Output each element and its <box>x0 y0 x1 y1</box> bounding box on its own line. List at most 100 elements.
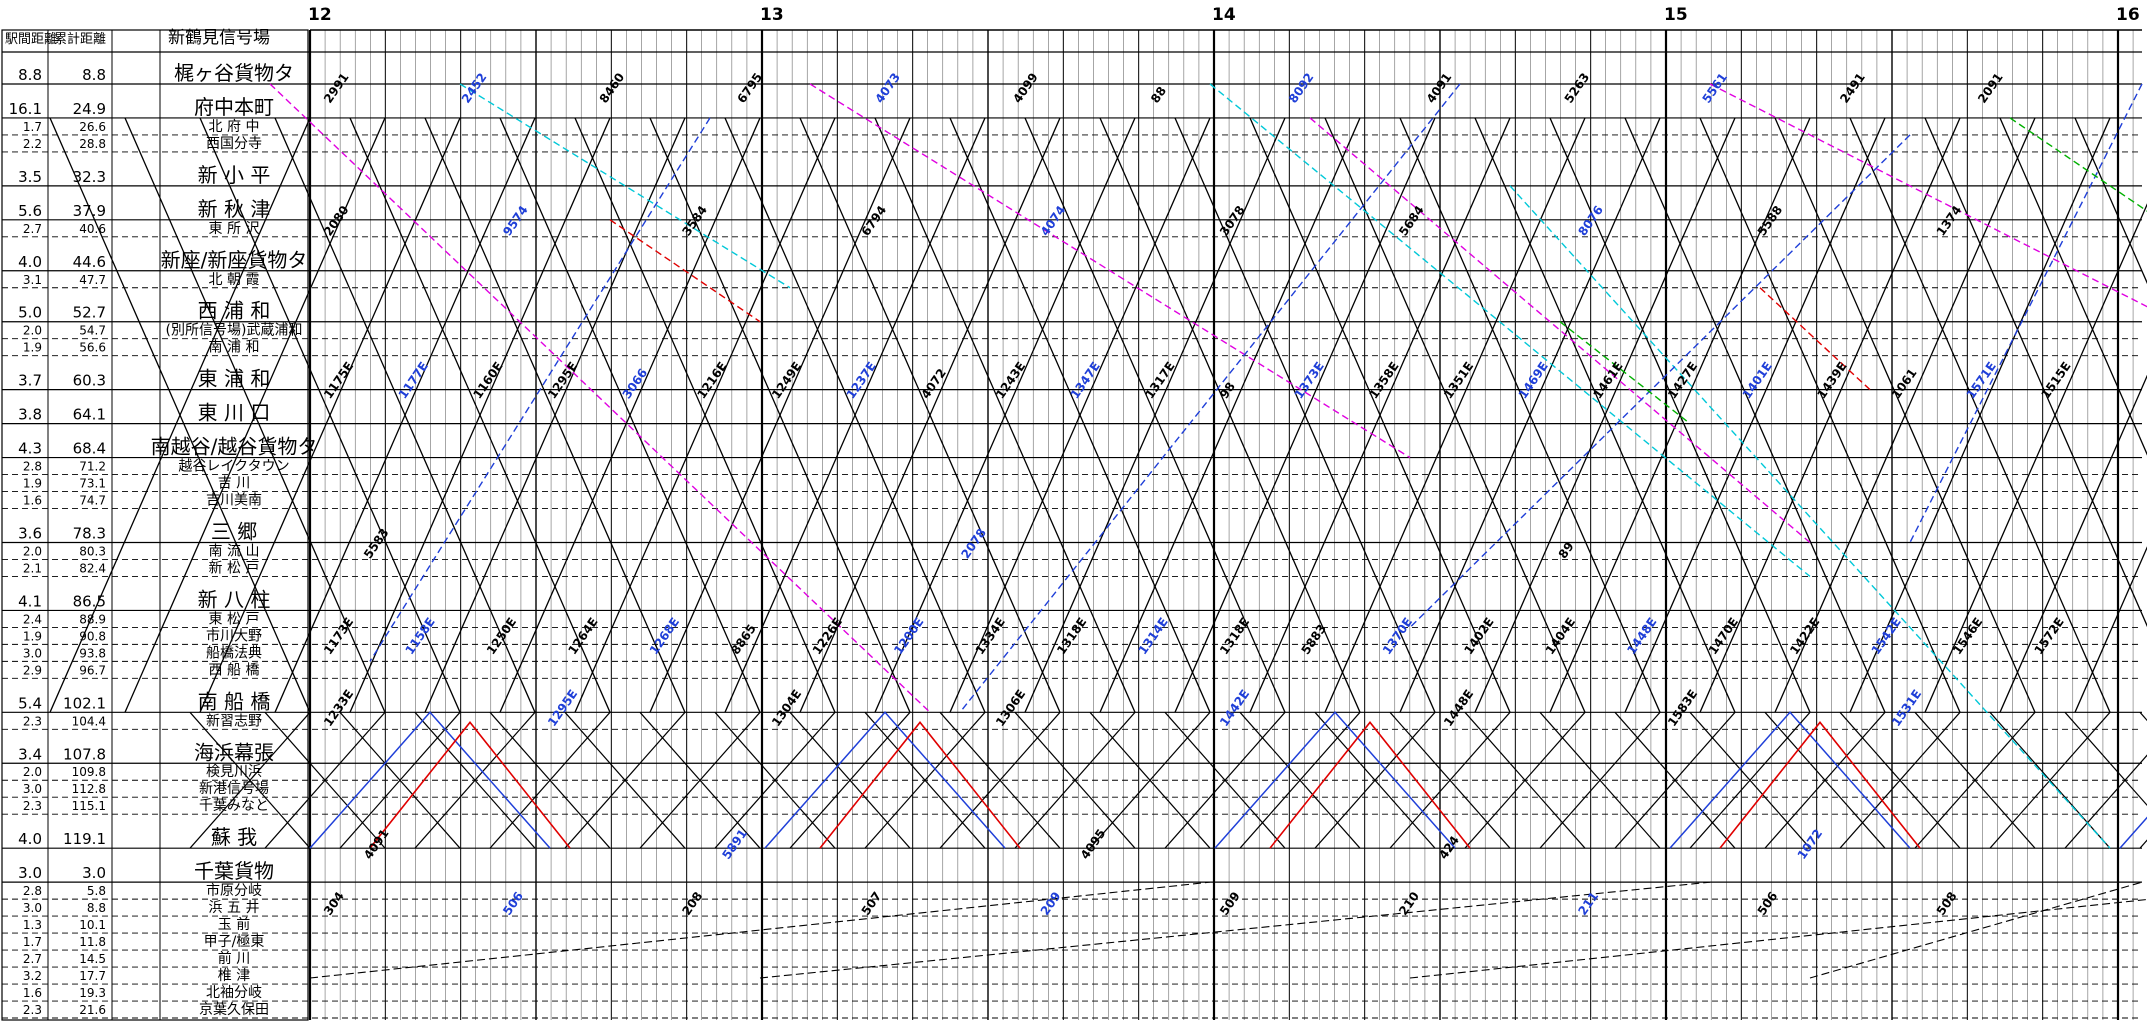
station-name: 検見川浜 <box>206 764 262 780</box>
freight-train-path <box>1209 83 1811 577</box>
station-interval: 4.3 <box>18 440 42 458</box>
hour-label: 14 <box>1212 5 1236 25</box>
station-name: (別所信号場)武蔵浦和 <box>166 323 303 339</box>
train-number-label: 1072 <box>1795 827 1826 862</box>
train-number-label: 507 <box>859 889 885 918</box>
station-name: 吉 川 <box>218 476 250 492</box>
station-name: 南 流 山 <box>209 543 260 559</box>
train-number-label: 8460 <box>597 70 628 105</box>
station-interval: 3.4 <box>18 745 42 763</box>
freight-train-path <box>1409 898 2147 979</box>
station-interval: 1.6 <box>23 986 42 1000</box>
passenger-train-path <box>874 117 1136 713</box>
train-number-label: 1402E <box>1461 615 1496 657</box>
station-name: 東 所 沢 <box>209 221 260 237</box>
station-cumulative: 71.2 <box>79 460 106 474</box>
station-name: 甲子/極東 <box>204 934 265 950</box>
station-name: 西 船 橋 <box>209 662 260 678</box>
freight-train-path <box>269 83 931 713</box>
train-number-label: 1295E <box>545 359 580 401</box>
train-number-label: 2991 <box>321 70 352 105</box>
station-interval: 3.0 <box>23 901 42 915</box>
passenger-train-path <box>649 117 911 713</box>
station-interval: 4.1 <box>18 592 42 610</box>
station-cumulative: 14.5 <box>79 952 106 966</box>
hour-label: 16 <box>2116 5 2140 25</box>
station-name: 東 松 戸 <box>209 611 260 627</box>
station-cumulative: 56.6 <box>79 341 106 355</box>
station-interval: 1.9 <box>23 629 42 643</box>
station-cumulative: 86.5 <box>73 592 106 610</box>
train-number-label: 509 <box>1217 889 1243 918</box>
passenger-train-path <box>1024 117 1286 713</box>
train-number-label: 1347E <box>1068 359 1103 401</box>
passenger-train-path <box>189 711 311 849</box>
passenger-train-path <box>274 117 536 713</box>
train-paths <box>49 83 2147 979</box>
station-name: 京葉久保田 <box>199 1002 269 1018</box>
train-number-label: 4099 <box>1010 70 1041 105</box>
passenger-train-path <box>1689 711 1811 849</box>
station-cumulative: 54.7 <box>79 324 106 338</box>
station-cumulative: 78.3 <box>73 524 106 542</box>
passenger-train-path <box>1764 711 1886 849</box>
station-interval: 1.6 <box>23 494 42 508</box>
freight-train-path <box>2009 117 2147 212</box>
passenger-train-path <box>949 117 1211 713</box>
passenger-train-path <box>1989 711 2111 849</box>
station-interval: 2.0 <box>23 544 42 558</box>
train-number-label: 1571E <box>1964 359 1999 401</box>
station-cumulative: 8.8 <box>82 66 106 84</box>
passenger-train-path <box>1924 203 2147 713</box>
station-cumulative: 90.8 <box>79 629 106 643</box>
station-interval: 5.4 <box>18 694 42 712</box>
station-cumulative: 96.7 <box>79 663 106 677</box>
train-number-label: 506 <box>500 889 526 918</box>
passenger-train-path <box>264 711 386 849</box>
station-name: 西 浦 和 <box>198 299 271 323</box>
freight-train-path <box>959 83 1461 713</box>
train-number-label: 1216E <box>694 359 729 401</box>
passenger-train-path <box>1099 117 1361 713</box>
passenger-train-path <box>939 711 1061 849</box>
freight-train-path <box>1559 321 1691 425</box>
passenger-train-path <box>789 711 911 849</box>
train-number-label: 2491 <box>1837 70 1868 105</box>
train-number-label: 208 <box>679 889 705 918</box>
train-number-label: 1249E <box>769 359 804 401</box>
passenger-train-path <box>639 711 761 849</box>
freight-train-path <box>1809 881 2143 979</box>
station-interval: 1.3 <box>23 918 42 932</box>
passenger-train-path <box>339 711 461 849</box>
station-interval: 3.0 <box>23 782 42 796</box>
station-name: 新習志野 <box>206 713 262 729</box>
passenger-train-path <box>1399 117 1661 713</box>
passenger-train-path <box>199 117 461 713</box>
station-cumulative: 64.1 <box>73 406 106 424</box>
local-train-path <box>764 711 1006 849</box>
local-train-path <box>1214 711 1456 849</box>
passenger-train-path <box>2074 117 2147 285</box>
station-cumulative: 119.1 <box>63 830 106 848</box>
station-cumulative: 73.1 <box>79 477 106 491</box>
local-train-path <box>819 721 1021 849</box>
station-interval: 3.5 <box>18 168 42 186</box>
train-number-label: 1439E <box>1814 359 1849 401</box>
station-cumulative: 74.7 <box>79 494 106 508</box>
train-number-label: 6795 <box>735 70 766 105</box>
hour-labels: 12 13 14 15 16 <box>308 5 2140 25</box>
train-number-label: 3078 <box>1217 203 1248 238</box>
passenger-train-path <box>564 711 686 849</box>
passenger-train-path <box>714 711 836 849</box>
passenger-train-path <box>1839 711 1961 849</box>
station-name: 南 浦 和 <box>209 340 260 356</box>
passenger-train-path <box>574 117 836 713</box>
station-interval: 2.0 <box>23 765 42 779</box>
passenger-train-path <box>424 117 686 713</box>
passenger-train-path <box>724 117 986 713</box>
station-cumulative: 5.8 <box>87 884 106 898</box>
train-number-label: 2452 <box>459 70 490 105</box>
station-name: 玉 前 <box>218 916 250 933</box>
station-interval: 2.4 <box>23 612 42 626</box>
